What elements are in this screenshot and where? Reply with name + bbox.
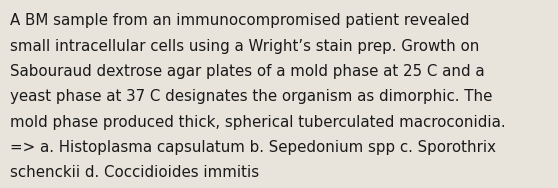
Text: schenckii d. Coccidioides immitis: schenckii d. Coccidioides immitis: [10, 165, 259, 180]
Text: Sabouraud dextrose agar plates of a mold phase at 25 C and a: Sabouraud dextrose agar plates of a mold…: [10, 64, 485, 79]
Text: yeast phase at 37 C designates the organism as dimorphic. The: yeast phase at 37 C designates the organ…: [10, 89, 492, 104]
Text: small intracellular cells using a Wright’s stain prep. Growth on: small intracellular cells using a Wright…: [10, 39, 479, 54]
Text: mold phase produced thick, spherical tuberculated macroconidia.: mold phase produced thick, spherical tub…: [10, 115, 506, 130]
Text: A BM sample from an immunocompromised patient revealed: A BM sample from an immunocompromised pa…: [10, 13, 469, 28]
Text: => a. Histoplasma capsulatum b. Sepedonium spp c. Sporothrix: => a. Histoplasma capsulatum b. Sepedoni…: [10, 140, 496, 155]
